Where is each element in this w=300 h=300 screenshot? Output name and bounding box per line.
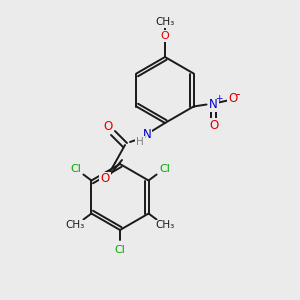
- Text: N: N: [142, 128, 152, 142]
- Text: O: O: [160, 31, 169, 41]
- Text: +: +: [215, 94, 222, 103]
- Text: O: O: [209, 119, 218, 132]
- Text: O: O: [103, 119, 112, 133]
- Text: Cl: Cl: [159, 164, 170, 173]
- Text: -: -: [235, 88, 240, 101]
- Text: O: O: [100, 172, 109, 185]
- Text: CH₃: CH₃: [155, 17, 175, 27]
- Text: N: N: [209, 98, 218, 111]
- Text: CH₃: CH₃: [155, 220, 174, 230]
- Text: Cl: Cl: [70, 164, 81, 173]
- Text: Cl: Cl: [115, 245, 125, 255]
- Text: H: H: [136, 137, 144, 147]
- Text: CH₃: CH₃: [66, 220, 85, 230]
- Text: O: O: [228, 92, 237, 105]
